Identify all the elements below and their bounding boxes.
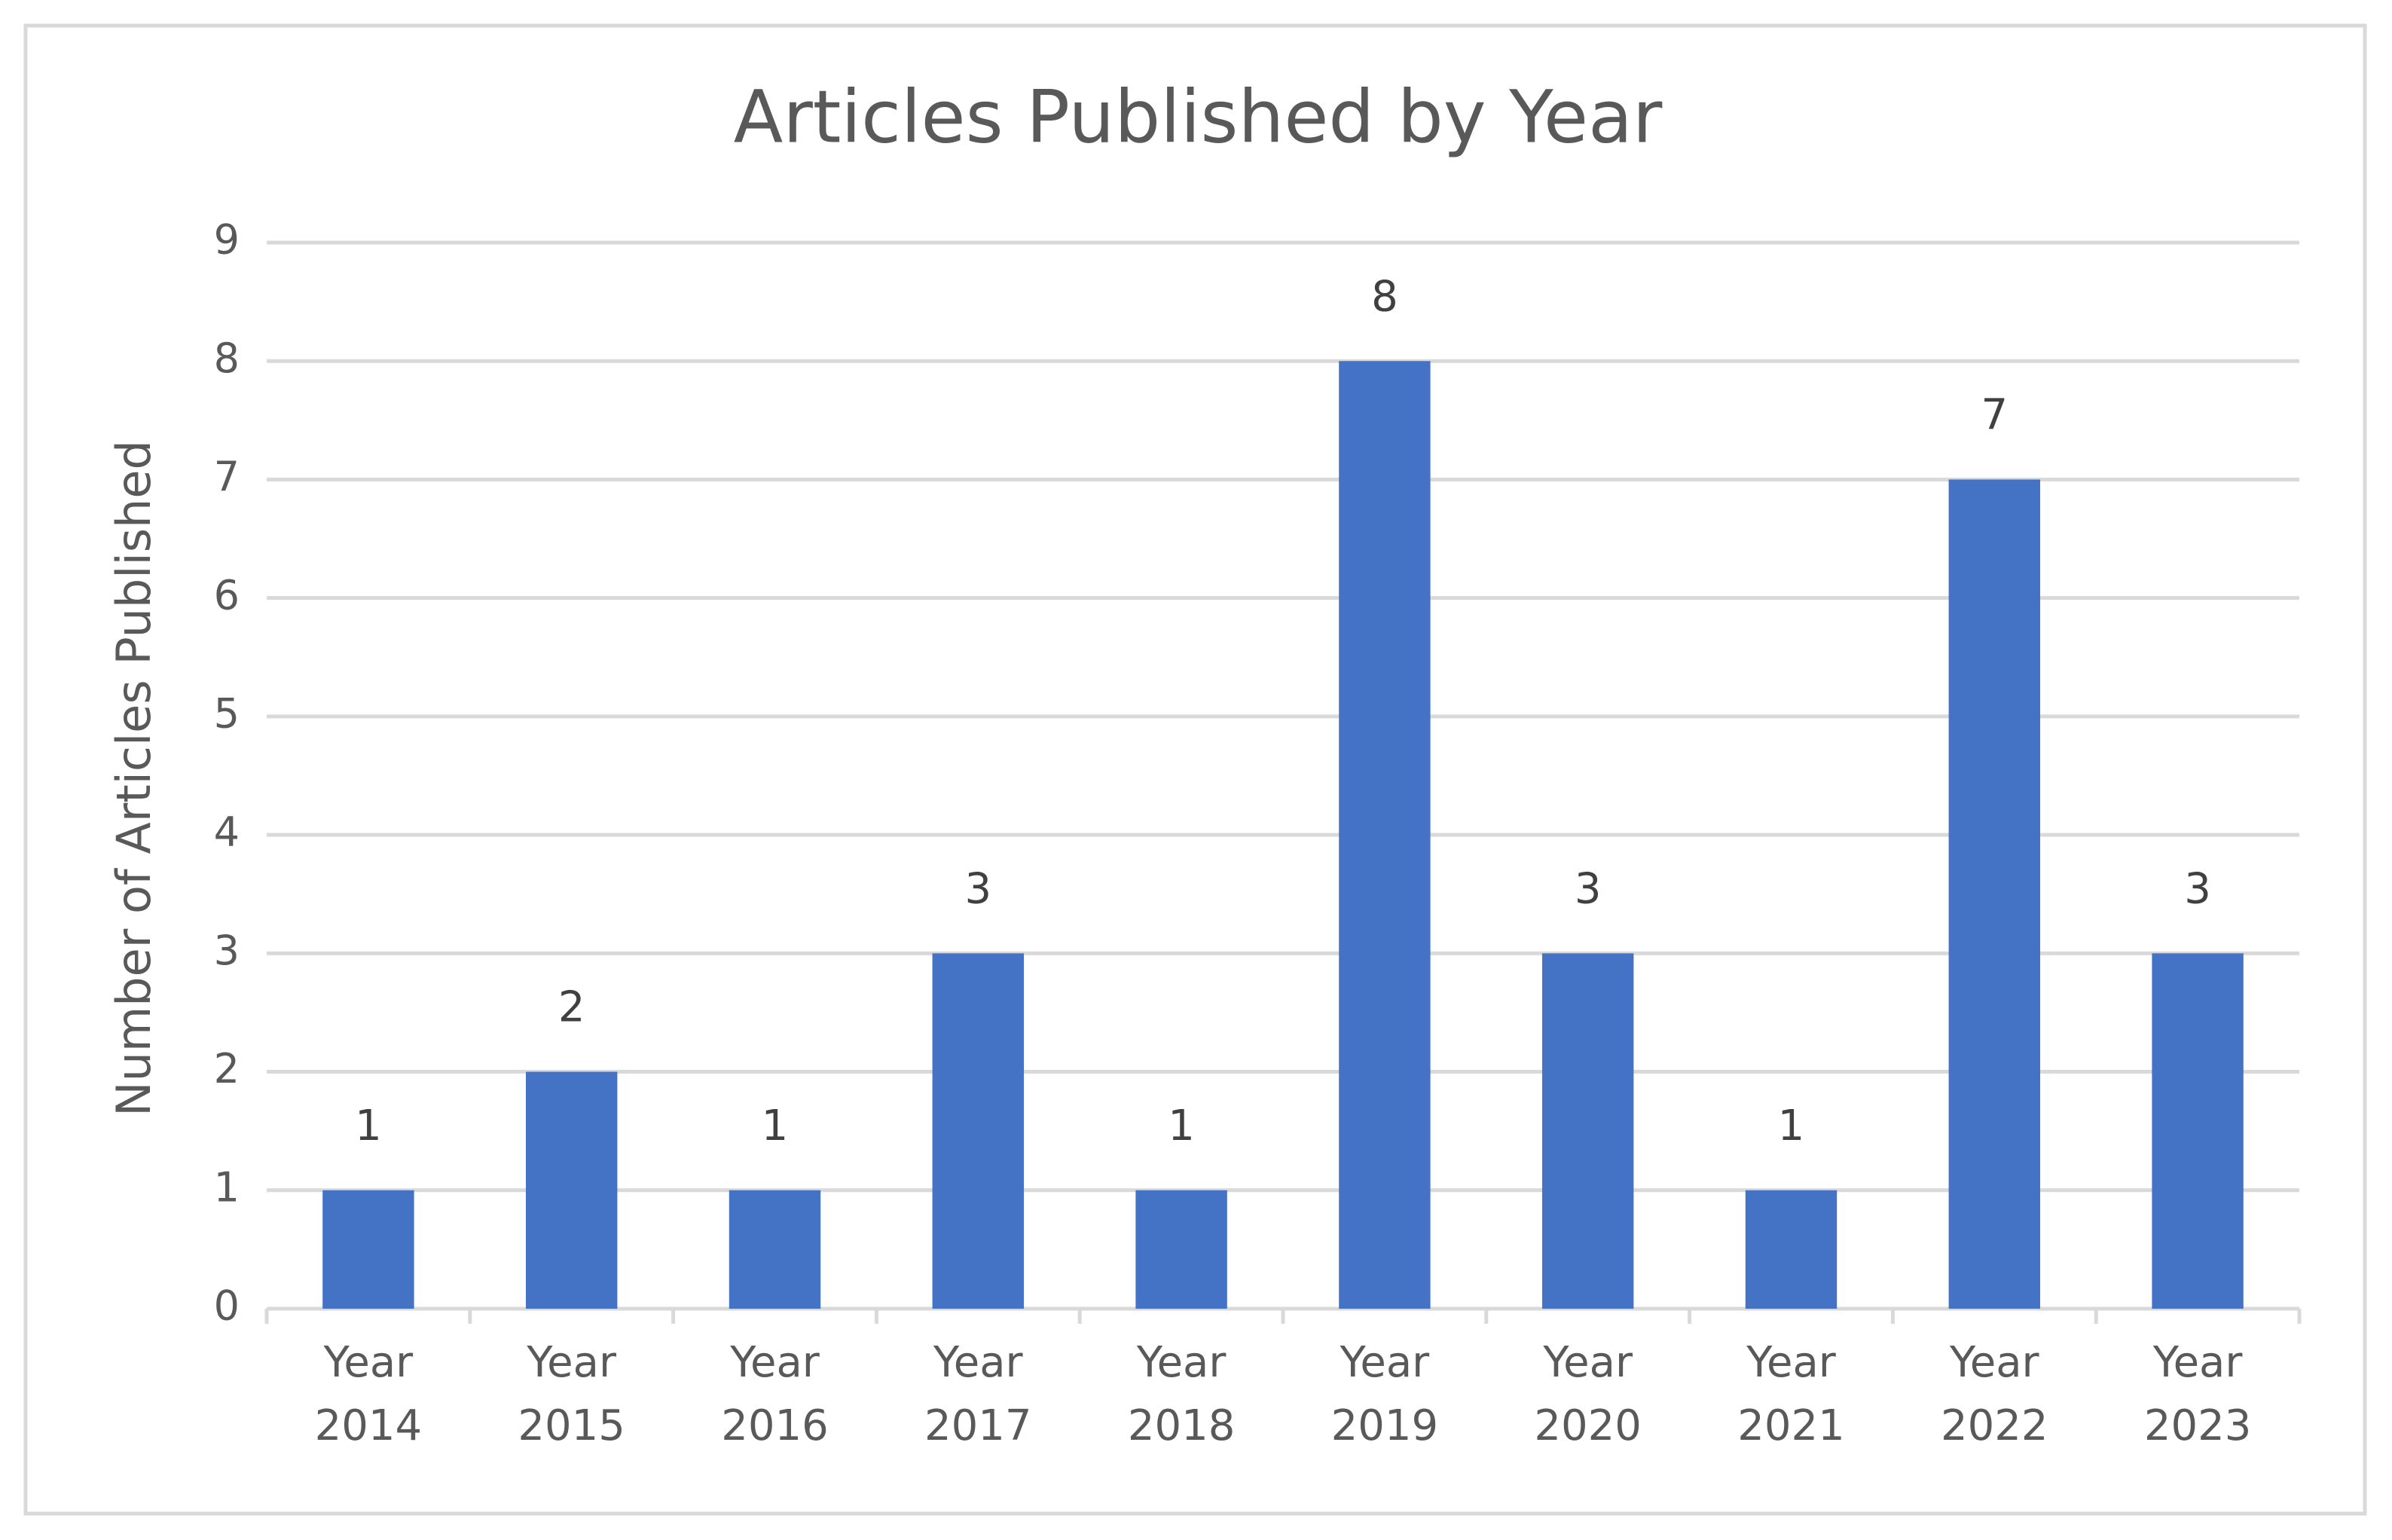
bar [2152,953,2244,1309]
y-tick-label: 5 [214,690,240,738]
data-label: 3 [2184,864,2211,913]
y-tick-label: 6 [214,571,240,619]
bar [1541,953,1634,1309]
y-axis-label: Number of Articles Published [106,440,161,1117]
x-tick-label: Year 2022 [1941,1338,2048,1450]
x-tick-label: Year 2021 [1737,1338,1845,1450]
data-label: 1 [1168,1102,1195,1150]
data-label: 1 [762,1102,789,1150]
chart-title: Articles Published by Year [734,75,1663,159]
y-tick-label: 0 [214,1282,240,1330]
x-tick-label: Year 2017 [924,1338,1032,1450]
x-tick-label: Year 2019 [1330,1338,1439,1450]
bar [525,1071,618,1309]
x-tick-label: Year 2016 [721,1338,829,1450]
data-label: 8 [1371,272,1398,321]
bar [729,1190,821,1309]
data-label: 2 [558,983,585,1032]
y-tick-label: 8 [214,335,240,382]
y-tick-label: 9 [214,216,240,264]
x-tick-label: Year 2023 [2143,1338,2252,1450]
data-label: 7 [1981,391,2008,440]
y-tick-label: 7 [214,453,240,500]
bar [932,953,1025,1309]
bar [322,1190,414,1309]
data-label: 3 [1575,864,1602,913]
x-tick-label: Year 2015 [518,1338,625,1450]
bar [1339,361,1431,1309]
data-label: 1 [1778,1102,1805,1150]
x-tick-label: Year 2014 [314,1338,423,1450]
y-tick-label: 4 [214,808,240,856]
y-tick-label: 3 [214,927,240,974]
data-label: 1 [355,1102,382,1150]
x-tick-label: Year 2018 [1127,1338,1236,1450]
y-tick-label: 1 [214,1163,240,1211]
bar [1135,1190,1227,1309]
bar [1948,479,2041,1309]
y-tick-label: 2 [214,1045,240,1092]
bar [1745,1190,1838,1309]
x-tick-label: Year 2020 [1534,1338,1642,1450]
data-label: 3 [964,864,991,913]
